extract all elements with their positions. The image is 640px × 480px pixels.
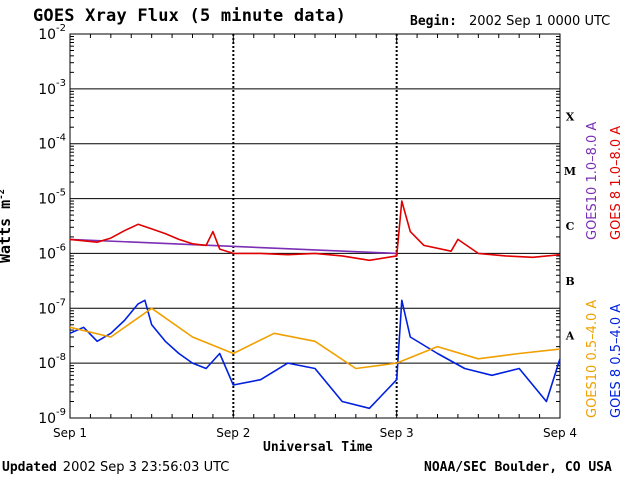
y-tick-label: 10-5 (38, 188, 66, 208)
legend-entry: GOES 8 0.5–4.0 A (609, 304, 624, 418)
legend-entry: GOES 8 1.0–8.0 A (609, 126, 624, 240)
x-tick-label: Sep 4 (543, 426, 577, 440)
series-line (69, 299, 561, 410)
credit-line: NOAA/SEC Boulder, CO USA (424, 460, 612, 475)
series-line (69, 238, 397, 255)
y-axis-label: Watts m-2 (0, 189, 14, 263)
x-tick-label: Sep 3 (380, 426, 414, 440)
begin-value: 2002 Sep 1 0000 UTC (468, 14, 611, 29)
flare-class-label: A (565, 330, 575, 343)
updated-value: 2002 Sep 3 23:56:03 UTC (62, 460, 230, 475)
y-tick-label: 10-7 (38, 297, 66, 317)
x-tick-label: Sep 1 (53, 426, 87, 440)
plot-frame (69, 33, 561, 419)
legend-entry: GOES10 0.5–4.0 A (585, 300, 600, 418)
begin-time: Begin: 2002 Sep 1 0000 UTC (410, 14, 610, 29)
y-tick-label: 10-3 (38, 78, 66, 98)
begin-label: Begin: (410, 14, 457, 29)
updated-label: Updated (2, 460, 57, 475)
x-tick-label: Sep 2 (216, 426, 250, 440)
series-line (69, 307, 561, 370)
y-tick-label: 10-8 (38, 352, 66, 372)
series-line (69, 200, 561, 262)
legend-entry: GOES10 1.0–8.0 A (585, 122, 600, 240)
y-tick-label: 10-2 (38, 23, 66, 43)
y-tick-label: 10-6 (38, 242, 66, 262)
chart-title: GOES Xray Flux (5 minute data) (33, 6, 347, 26)
flare-class-label: X (566, 110, 575, 123)
y-axis-label-text: Watts m (0, 200, 14, 263)
flare-class-label: M (564, 165, 576, 178)
updated-timestamp: Updated 2002 Sep 3 23:56:03 UTC (2, 460, 229, 475)
flare-class-label: C (566, 220, 575, 233)
y-tick-label: 10-9 (38, 407, 66, 427)
y-tick-label: 10-4 (38, 133, 66, 153)
flare-class-label: B (565, 275, 574, 288)
x-axis-label: Universal Time (263, 440, 373, 455)
y-axis-label-exponent: -2 (0, 188, 7, 200)
